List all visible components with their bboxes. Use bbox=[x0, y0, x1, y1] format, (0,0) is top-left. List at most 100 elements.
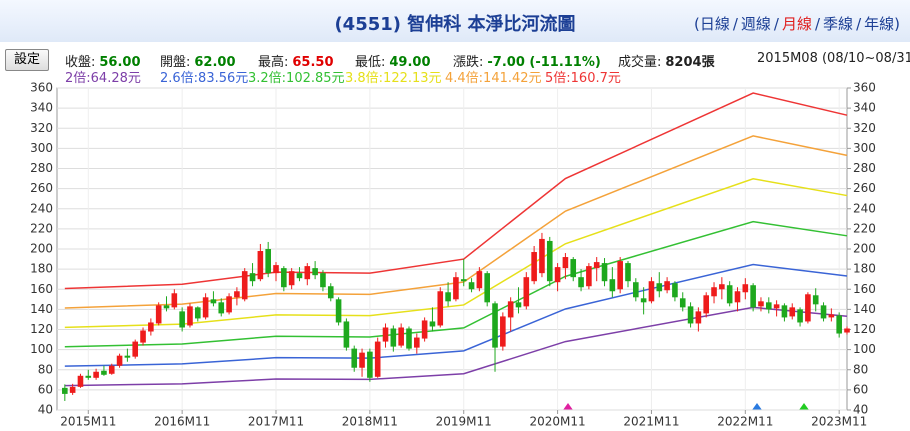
candle-body bbox=[601, 263, 608, 282]
candle-body bbox=[515, 302, 522, 308]
y-tick-label: 360 bbox=[30, 81, 53, 95]
candle-body bbox=[124, 355, 131, 358]
candle-body bbox=[249, 273, 256, 282]
candle-body bbox=[85, 375, 92, 378]
legend-entry: 5倍:160.7元 bbox=[545, 71, 621, 86]
candle-body bbox=[758, 301, 764, 307]
candle-body bbox=[523, 277, 530, 307]
stat-value: 62.00 bbox=[194, 55, 236, 70]
legend-entry: 4.4倍:141.42元 bbox=[445, 71, 542, 86]
period-link[interactable]: 季線 bbox=[823, 15, 854, 33]
stat: 最低: 49.00 bbox=[355, 51, 431, 70]
candle-body bbox=[437, 291, 444, 326]
candle-body bbox=[226, 296, 232, 313]
candle-body bbox=[273, 265, 279, 274]
x-tick-label: 2022M11 bbox=[717, 415, 773, 429]
title-bar: (4551) 智伸科 本淨比河流圖 (日線 / 週線 / 月線 / 季線 / 年線) bbox=[0, 0, 910, 42]
stat: 收盤: 56.00 bbox=[65, 51, 141, 70]
legend-entry: 3.2倍:102.85元 bbox=[248, 71, 345, 86]
y2-tick-label: 280 bbox=[853, 161, 876, 175]
x-tick-label: 2020M11 bbox=[530, 415, 586, 429]
y2-tick-label: 100 bbox=[853, 342, 876, 356]
separator: / bbox=[856, 15, 862, 33]
candle-body bbox=[210, 299, 217, 304]
candle-body bbox=[367, 351, 373, 378]
paren: ( bbox=[693, 15, 700, 33]
candle-body bbox=[625, 263, 631, 282]
candle-body bbox=[695, 311, 702, 324]
stat: 最高: 65.50 bbox=[258, 51, 334, 70]
candle-body bbox=[62, 387, 68, 394]
stat-label: 最高: bbox=[258, 55, 289, 70]
candle-body bbox=[750, 285, 756, 308]
stat-label: 成交量: bbox=[618, 55, 662, 70]
stat-value: -7.00 (-11.11%) bbox=[487, 55, 601, 70]
x-tick-label: 2016M11 bbox=[154, 415, 210, 429]
candle-body bbox=[398, 327, 404, 346]
candle-body bbox=[281, 268, 287, 288]
paren: ) bbox=[894, 15, 900, 33]
candle-body bbox=[421, 320, 428, 339]
separator: / bbox=[773, 15, 779, 33]
candle-body bbox=[406, 328, 412, 349]
candle-body bbox=[468, 282, 475, 290]
candle-body bbox=[687, 306, 694, 324]
y2-tick-label: 40 bbox=[853, 403, 868, 417]
candle-body bbox=[69, 386, 76, 393]
candle-body bbox=[359, 352, 365, 368]
candle-body bbox=[374, 341, 381, 377]
candle-body bbox=[343, 321, 350, 348]
y-tick-label: 260 bbox=[30, 181, 53, 195]
candle-body bbox=[390, 328, 397, 347]
legend-entry: 3.8倍:122.13元 bbox=[345, 71, 442, 86]
y-tick-label: 80 bbox=[38, 362, 53, 376]
candle-body bbox=[234, 291, 240, 298]
y-tick-label: 40 bbox=[38, 403, 53, 417]
period-link[interactable]: 日線 bbox=[699, 15, 730, 33]
candle-body bbox=[789, 307, 796, 317]
candle-body bbox=[453, 277, 459, 300]
candle-body bbox=[335, 299, 342, 323]
candle-body bbox=[194, 307, 201, 319]
candle-body bbox=[672, 283, 678, 298]
candle-body bbox=[241, 271, 248, 300]
candle-body bbox=[187, 306, 193, 326]
candle-body bbox=[805, 294, 811, 322]
page-title: (4551) 智伸科 本淨比河流圖 bbox=[334, 14, 576, 35]
candle-body bbox=[351, 348, 358, 368]
y2-tick-label: 80 bbox=[853, 362, 868, 376]
candle-body bbox=[163, 305, 170, 309]
candle-body bbox=[812, 295, 819, 305]
y2-tick-label: 260 bbox=[853, 181, 876, 195]
period-link[interactable]: 年線 bbox=[864, 15, 895, 33]
candle-body bbox=[773, 304, 780, 309]
band-line bbox=[64, 263, 848, 367]
candle-body bbox=[179, 311, 185, 328]
candle-body bbox=[171, 293, 178, 308]
candle-body bbox=[554, 267, 561, 283]
y2-tick-label: 180 bbox=[853, 262, 876, 276]
candle-body bbox=[77, 375, 84, 387]
candle-body bbox=[296, 273, 303, 279]
candle-body bbox=[414, 337, 420, 348]
y-tick-label: 140 bbox=[30, 302, 53, 316]
y-tick-label: 60 bbox=[38, 382, 53, 396]
y2-tick-label: 220 bbox=[853, 221, 876, 235]
y-tick-label: 180 bbox=[30, 262, 53, 276]
candle-body bbox=[132, 341, 139, 357]
stat: 成交量: 8204張 bbox=[618, 51, 715, 70]
band-line bbox=[64, 306, 848, 387]
period-link[interactable]: 週線 bbox=[740, 15, 771, 33]
settings-button[interactable]: 設定 bbox=[5, 49, 49, 71]
candle-body bbox=[703, 295, 710, 314]
y2-tick-label: 200 bbox=[853, 242, 876, 256]
candle-body bbox=[586, 266, 592, 287]
legend-entry: 2.6倍:83.56元 bbox=[160, 71, 249, 86]
candle-body bbox=[116, 355, 123, 366]
y2-tick-label: 300 bbox=[853, 141, 876, 155]
period-link[interactable]: 月線 bbox=[781, 15, 812, 33]
band-line bbox=[64, 92, 848, 290]
stat-label: 漲跌: bbox=[453, 55, 484, 70]
candle-body bbox=[726, 285, 733, 304]
